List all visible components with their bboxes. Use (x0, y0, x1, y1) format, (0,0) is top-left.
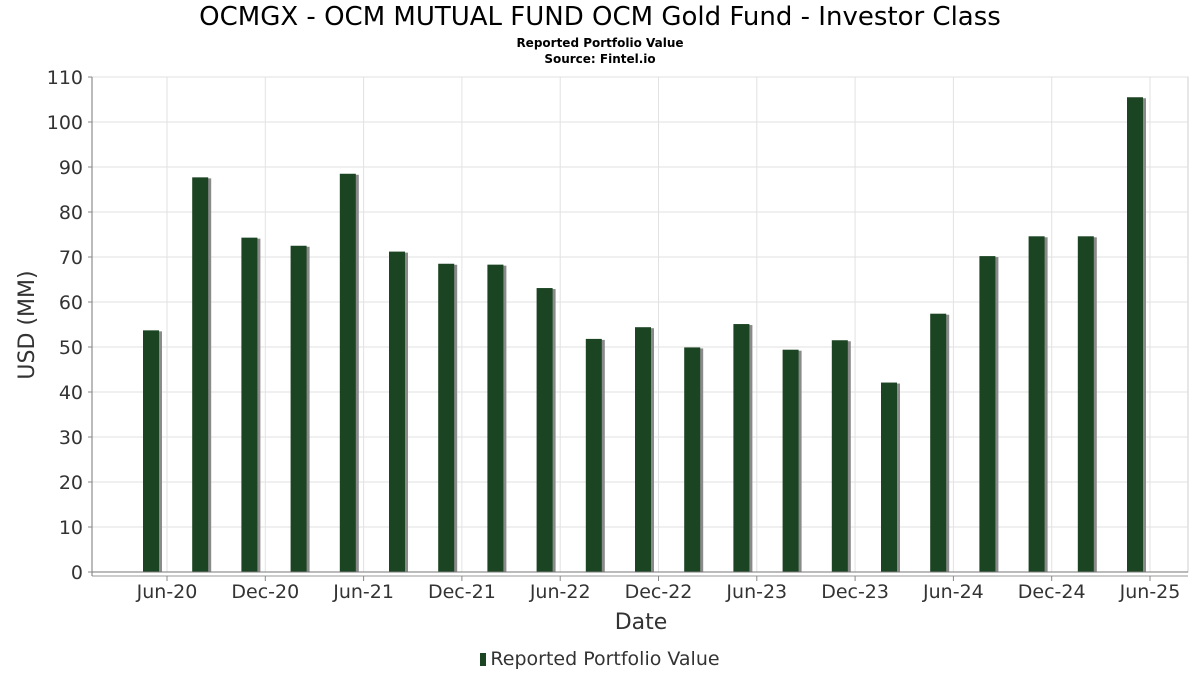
x-tick-label: Dec-23 (821, 581, 889, 603)
bar: May-25: 105.5 (1127, 97, 1143, 572)
bar: Nov-23: 51.5 (831, 340, 848, 572)
bar: Feb-21: 72.5 (290, 245, 307, 572)
legend-swatch (480, 653, 487, 666)
bars: May-20: 53.7 Aug-20: 87.7 Nov-20: 74.3 Feb-… (143, 97, 1146, 573)
bar: May-22: 63.1 (536, 288, 553, 572)
bar: May-20: 53.7 (143, 330, 159, 572)
bar: Feb-23: 49.9 (684, 347, 701, 572)
x-axis-title: Date (615, 610, 668, 635)
bar: May-23: 55.1 (733, 324, 750, 572)
y-tick-label: 20 (59, 472, 83, 494)
bar: Aug-20: 87.7 (192, 177, 209, 572)
axes (91, 77, 1188, 577)
legend-label: Reported Portfolio Value (490, 648, 720, 670)
bar: Aug-21: 71.2 (389, 251, 405, 572)
x-tick-label: Jun-20 (136, 581, 198, 603)
y-tick-label: 30 (59, 427, 83, 449)
x-tick-label: Jun-22 (529, 581, 591, 603)
y-tick-label: 90 (59, 157, 83, 179)
y-tick-label: 110 (47, 67, 83, 89)
bar: Nov-21: 68.5 (438, 263, 455, 572)
bar: Aug-24: 70.2 (979, 256, 996, 572)
x-tick-label: Jun-23 (725, 581, 787, 603)
y-tick-label: 50 (59, 337, 83, 359)
x-tick-label: Dec-20 (231, 581, 299, 603)
x-tick-label: Dec-24 (1018, 581, 1086, 603)
bar: Feb-22: 68.3 (487, 264, 504, 572)
x-axis-ticks: Jun-20 Dec-20 Jun-21 Dec-21 Jun-22 Dec-22 Jun-… (136, 576, 1181, 603)
y-tick-label: 60 (59, 292, 83, 314)
y-tick-label: 100 (47, 112, 83, 134)
x-tick-label: Dec-22 (625, 581, 693, 603)
bar: Aug-23: 49.4 (782, 349, 799, 572)
x-tick-label: Jun-24 (922, 581, 984, 603)
bar: Nov-20: 74.3 (241, 237, 258, 572)
bar: Nov-22: 54.4 (635, 327, 651, 572)
chart-subtitle: Reported Portfolio Value (516, 36, 684, 50)
y-tick-label: 0 (71, 562, 83, 584)
bar: May-24: 57.4 (930, 313, 947, 572)
bar: Nov-24: 74.6 (1028, 236, 1045, 573)
y-tick-label: 80 (59, 202, 83, 224)
bar: Aug-22: 51.8 (585, 338, 602, 572)
bar: May-21: 88.5 (339, 173, 356, 572)
y-tick-label: 10 (59, 517, 83, 539)
chart-source: Source: Fintel.io (544, 52, 656, 66)
legend: Reported Portfolio Value (0, 648, 1200, 670)
x-tick-label: Jun-21 (332, 581, 394, 603)
y-axis-ticks: 0 10 20 30 40 50 60 70 80 90 100 110 (47, 67, 92, 584)
y-tick-label: 40 (59, 382, 83, 404)
x-tick-label: Dec-21 (428, 581, 496, 603)
y-tick-label: 70 (59, 247, 83, 269)
bar: Feb-24: 42.1 (881, 382, 897, 572)
bar: Feb-25: 74.6 (1077, 236, 1094, 573)
y-axis-title: USD (MM) (15, 270, 40, 379)
chart-title: OCMGX - OCM MUTUAL FUND OCM Gold Fund - … (199, 2, 1001, 32)
x-tick-label: Jun-25 (1119, 581, 1181, 603)
